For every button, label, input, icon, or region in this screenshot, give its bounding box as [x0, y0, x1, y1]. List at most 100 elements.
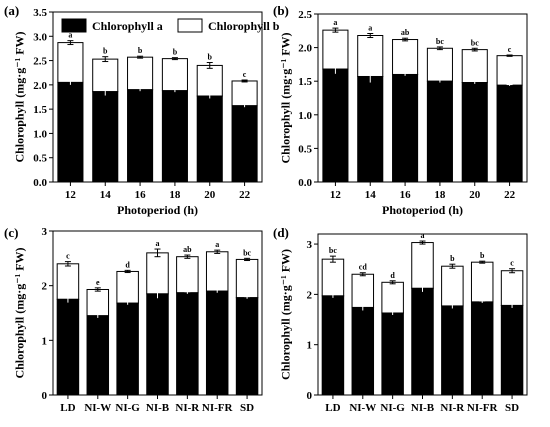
plot-frame — [317, 13, 528, 183]
x-tick-label: 12 — [65, 189, 77, 201]
bar-chlorophyll-a — [56, 298, 80, 396]
bar-chlorophyll-a — [176, 292, 199, 396]
legend-swatch-chlorophyll-a — [61, 18, 87, 33]
x-tick-label: NI-R — [175, 402, 200, 414]
x-tick-label: 12 — [330, 189, 342, 201]
y-tick-label: 2.5 — [298, 9, 312, 21]
y-tick-label: 1.0 — [33, 128, 47, 140]
bar-chlorophyll-a — [92, 91, 119, 183]
y-tick-label: 2.5 — [33, 56, 47, 68]
bar-chlorophyll-b — [231, 80, 258, 107]
significance-letter: a — [333, 18, 337, 27]
bar-chlorophyll-a — [127, 89, 154, 183]
bar-chlorophyll-a — [470, 301, 494, 396]
x-tick-label: NI-FR — [202, 402, 234, 414]
x-axis-title: Photoperiod (h) — [382, 203, 463, 217]
significance-letter: a — [156, 239, 160, 248]
legend-label-chlorophyll-a: Chlorophyll a — [92, 19, 163, 33]
x-tick-label: 14 — [100, 189, 112, 201]
significance-letter: c — [243, 70, 247, 79]
significance-letter: ab — [401, 28, 410, 37]
bar-chlorophyll-a — [86, 315, 110, 396]
y-tick-label: 0 — [42, 390, 48, 402]
bar-chlorophyll-b — [426, 47, 453, 82]
bar-chlorophyll-b — [470, 261, 494, 303]
y-tick-label: 2.0 — [298, 43, 312, 55]
significance-letter: d — [125, 260, 130, 269]
y-tick-label: 3 — [42, 226, 48, 238]
bar-chlorophyll-b — [411, 242, 434, 289]
bar-chlorophyll-a — [357, 75, 384, 183]
significance-letter: bc — [471, 38, 479, 47]
legend: Chlorophyll a Chlorophyll b — [61, 18, 280, 33]
y-tick-label: 0.0 — [33, 177, 47, 189]
y-tick-label: 2 — [307, 289, 313, 301]
bar-chlorophyll-a — [321, 295, 345, 396]
bar-chlorophyll-b — [161, 58, 188, 92]
significance-letter: bc — [436, 37, 444, 46]
bar-chlorophyll-a — [496, 84, 523, 183]
x-tick-label: SD — [240, 402, 254, 414]
y-tick-label: 2 — [42, 281, 48, 293]
x-tick-label: NI-G — [380, 402, 405, 414]
bar-chlorophyll-b — [381, 281, 404, 314]
bar-chlorophyll-b — [500, 270, 524, 306]
significance-letter: a — [368, 23, 372, 32]
y-tick-label: 0.5 — [298, 143, 312, 155]
bar-chlorophyll-a — [57, 81, 84, 183]
bar-chlorophyll-b — [235, 258, 259, 299]
x-tick-label: NI-B — [411, 402, 435, 414]
y-axis-title: Chlorophyll (mg·g⁻¹ FW) — [279, 32, 293, 163]
significance-letter: b — [450, 254, 455, 263]
y-axis-title: Chlorophyll (mg·g⁻¹ FW) — [279, 249, 293, 380]
bar-chlorophyll-a — [426, 80, 453, 183]
significance-letter: e — [96, 278, 100, 287]
bar-chlorophyll-b — [56, 263, 80, 300]
y-tick-label: 2.0 — [33, 80, 47, 92]
bar-chlorophyll-b — [86, 288, 110, 317]
bar-chlorophyll-a — [392, 73, 419, 183]
x-tick-label: NI-W — [349, 402, 376, 414]
bar-chlorophyll-a — [146, 293, 169, 396]
plot-frame — [317, 233, 528, 396]
bar-chlorophyll-a — [322, 68, 349, 183]
bar-chlorophyll-a — [461, 82, 488, 183]
bar-chlorophyll-b — [461, 49, 488, 84]
significance-letter: b — [480, 251, 485, 260]
plot-frame — [52, 230, 263, 396]
significance-letter: bc — [329, 246, 337, 255]
x-tick-label: 22 — [239, 189, 251, 201]
bar-chlorophyll-b — [116, 270, 139, 304]
panel-label: (b) — [273, 3, 289, 18]
y-tick-label: 1.5 — [33, 104, 47, 116]
y-axis-title: Chlorophyll (mg·g⁻¹ FW) — [13, 31, 27, 162]
bar-chlorophyll-a — [351, 306, 375, 396]
significance-letter: b — [173, 48, 178, 57]
bar-chlorophyll-b — [176, 256, 199, 294]
bar-chlorophyll-b — [127, 56, 154, 91]
significance-letter: cd — [359, 263, 368, 272]
significance-letter: c — [510, 259, 514, 268]
bar-chlorophyll-b — [321, 258, 345, 297]
significance-letter: c — [508, 45, 512, 54]
x-tick-label: 22 — [504, 189, 516, 201]
panels: (a) 0.0 0.5 1.0 1.5 2.0 2.5 3.0 3.5 Chlorophyll (… — [4, 3, 528, 414]
bar-chlorophyll-a — [500, 304, 524, 396]
bar-chlorophyll-b — [392, 39, 419, 75]
plot-frame — [52, 11, 263, 183]
bar-chlorophyll-b — [351, 273, 375, 308]
y-axis-title: Chlorophyll (mg·g⁻¹ FW) — [13, 247, 27, 378]
bar-chlorophyll-b — [92, 58, 119, 93]
significance-letter: a — [215, 240, 219, 249]
bar-chlorophyll-b — [205, 251, 229, 292]
bar-chlorophyll-a — [235, 297, 259, 396]
y-tick-label: 1 — [307, 340, 313, 352]
legend-swatch-chlorophyll-b — [177, 18, 203, 33]
significance-letter: b — [208, 53, 213, 62]
x-tick-label: SD — [505, 402, 519, 414]
bar-chlorophyll-a — [411, 287, 434, 396]
panel-label: (c) — [4, 225, 18, 240]
